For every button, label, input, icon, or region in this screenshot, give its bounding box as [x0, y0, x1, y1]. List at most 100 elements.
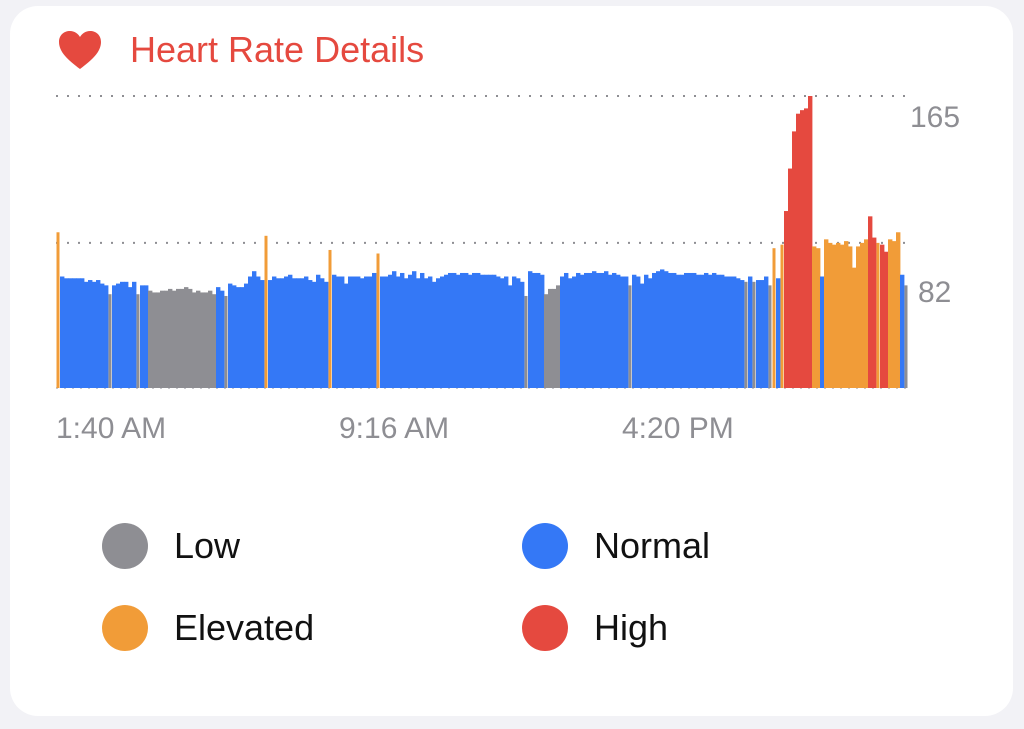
bar-normal	[256, 276, 261, 388]
bar-normal	[560, 276, 565, 388]
y-tick-82: 82	[918, 276, 951, 309]
bar-normal	[740, 280, 745, 388]
bar-normal	[464, 272, 469, 388]
bar-normal	[532, 272, 537, 388]
bar-normal	[60, 276, 65, 388]
bar-normal	[364, 276, 369, 388]
bar-normal	[252, 271, 257, 388]
bar-normal	[112, 285, 117, 388]
card-title: Heart Rate Details	[130, 29, 425, 70]
bar-normal	[480, 274, 485, 388]
bar-normal	[728, 276, 733, 388]
bar-normal	[580, 274, 585, 388]
bar-high	[784, 211, 789, 388]
bar-normal	[516, 278, 521, 388]
bar-normal	[144, 285, 149, 388]
bar-normal	[248, 276, 253, 388]
bar-elevated	[832, 244, 837, 388]
bar-normal	[420, 272, 425, 388]
bar-normal	[300, 278, 305, 388]
bar-normal	[344, 283, 349, 388]
bar-normal	[456, 274, 461, 388]
y-tick-165: 165	[910, 101, 960, 134]
bar-elevated	[860, 242, 865, 388]
bar-low	[180, 288, 185, 388]
bar-elevated	[844, 241, 849, 388]
legend-dot-elevated	[102, 605, 148, 651]
bar-normal	[656, 271, 661, 388]
bar-normal	[424, 278, 429, 388]
bar-low	[136, 294, 140, 388]
bar-low	[208, 290, 213, 388]
bar-normal	[368, 276, 373, 388]
bar-elevated	[780, 244, 784, 388]
bar-normal	[696, 274, 701, 388]
bar-low	[628, 285, 632, 388]
bar-normal	[416, 278, 421, 388]
bar-elevated	[264, 235, 268, 388]
bar-normal	[472, 272, 477, 388]
bar-normal	[520, 281, 525, 388]
bar-normal	[820, 276, 825, 388]
bar-normal	[568, 278, 573, 388]
bar-normal	[504, 276, 509, 388]
bar-normal	[280, 278, 285, 388]
bar-normal	[260, 280, 265, 388]
bar-low	[176, 288, 181, 388]
bar-low	[200, 292, 205, 388]
bar-normal	[276, 278, 281, 388]
legend-item-high: High	[522, 604, 668, 652]
bar-elevated	[824, 239, 829, 388]
bar-elevated	[856, 246, 861, 388]
bar-normal	[484, 274, 489, 388]
bar-normal	[216, 287, 221, 388]
bar-normal	[500, 278, 505, 388]
bar-normal	[380, 276, 385, 388]
bar-normal	[116, 283, 121, 388]
bar-elevated	[852, 267, 857, 388]
legend-item-elevated: Elevated	[102, 604, 314, 652]
x-tick-2: 9:16 AM	[339, 412, 449, 445]
bar-normal	[636, 276, 641, 388]
bar-high	[808, 96, 813, 388]
bar-normal	[68, 278, 73, 388]
bar-low	[196, 290, 201, 388]
bar-normal	[348, 276, 353, 388]
bar-normal	[324, 281, 329, 388]
legend-label-normal: Normal	[594, 525, 711, 566]
bar-low	[172, 290, 177, 388]
bar-low	[544, 294, 549, 388]
bar-normal	[684, 272, 689, 388]
bar-normal	[616, 274, 621, 388]
bar-normal	[352, 276, 357, 388]
bar-normal	[124, 281, 129, 388]
bar-low	[204, 292, 209, 388]
bar-normal	[288, 274, 293, 388]
bar-elevated	[892, 241, 897, 388]
bar-normal	[528, 271, 533, 388]
bar-normal	[708, 274, 713, 388]
chart-bars	[56, 96, 908, 388]
bar-normal	[572, 276, 577, 388]
bar-low	[744, 281, 748, 388]
x-tick-3: 4:20 PM	[622, 412, 734, 445]
bar-normal	[676, 274, 681, 388]
bar-normal	[452, 272, 457, 388]
bar-high	[796, 113, 801, 388]
bar-normal	[612, 272, 617, 388]
x-tick-1: 1:40 AM	[56, 412, 166, 445]
bar-high	[884, 251, 889, 388]
legend-dot-low	[102, 523, 148, 569]
bar-elevated	[772, 248, 776, 388]
bar-low	[752, 281, 756, 388]
bar-high	[868, 216, 873, 388]
bar-low	[164, 290, 169, 388]
bar-normal	[496, 276, 501, 388]
legend-label-low: Low	[174, 525, 241, 566]
bar-elevated	[816, 248, 821, 388]
bar-low	[160, 290, 165, 388]
bar-normal	[444, 274, 449, 388]
bar-low	[192, 292, 197, 388]
bar-normal	[88, 280, 93, 388]
bar-normal	[432, 281, 437, 388]
